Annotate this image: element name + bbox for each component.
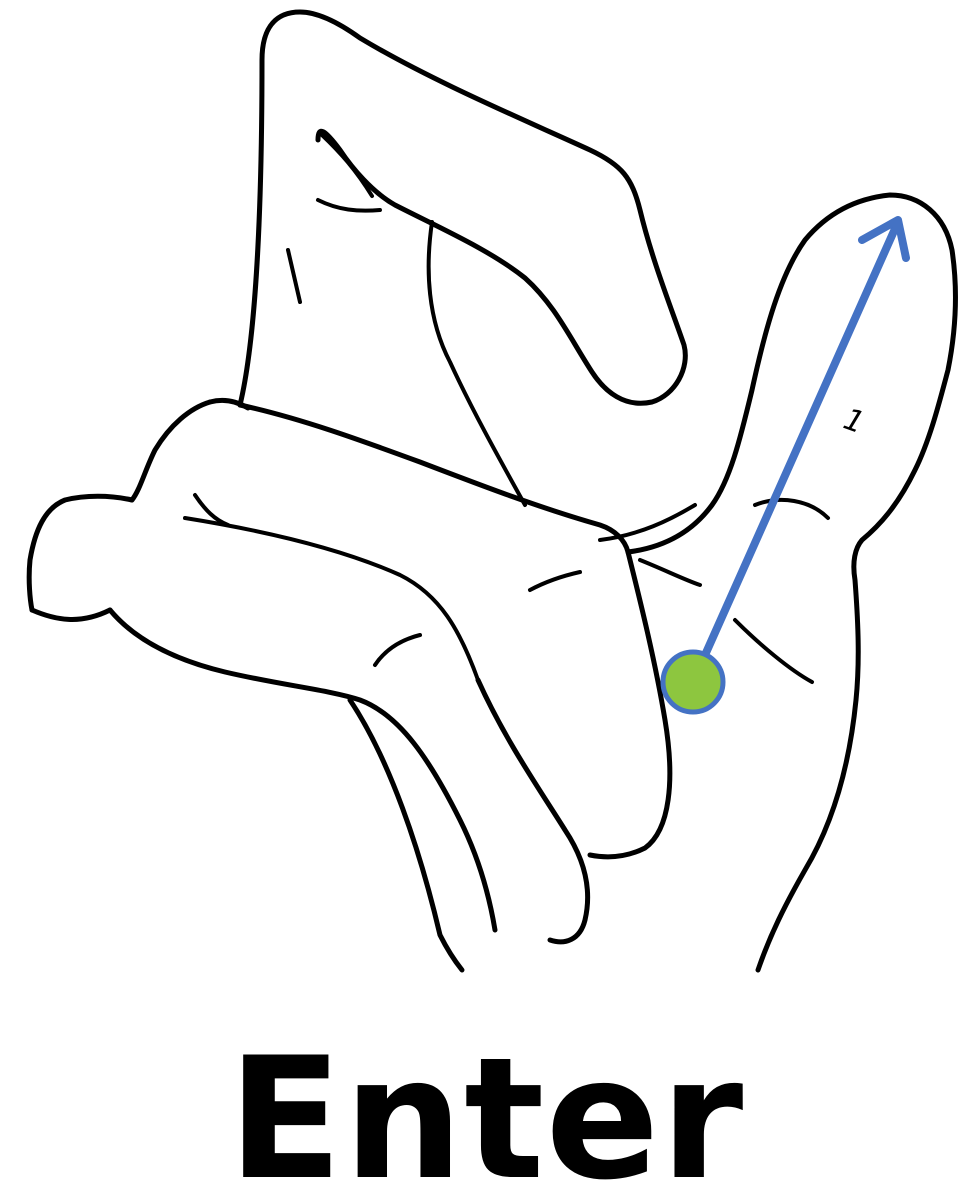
movement-arrow-icon (689, 216, 910, 686)
hand-outline-icon (26, 9, 958, 973)
gesture-name-label: Enter (227, 1021, 745, 1203)
step-number-label: 1 (839, 402, 869, 441)
start-point-icon (660, 649, 726, 715)
hand-illustration: 1 (26, 9, 958, 973)
